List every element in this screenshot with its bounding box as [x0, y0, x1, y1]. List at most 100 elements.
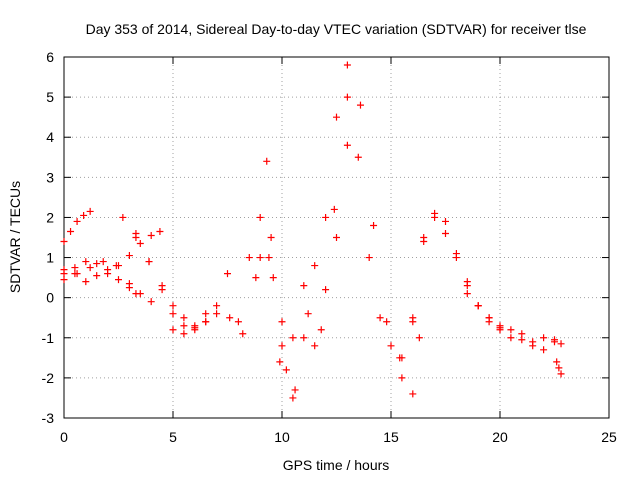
axis-ticks	[63, 56, 610, 419]
data-point	[356, 101, 364, 109]
data-point	[300, 282, 308, 290]
data-point	[278, 318, 286, 326]
data-point	[496, 324, 504, 332]
data-point	[376, 314, 384, 322]
data-point	[452, 254, 460, 262]
data-point	[343, 61, 351, 69]
y-tick-label: 0	[46, 290, 54, 306]
data-point	[245, 254, 253, 262]
data-point	[169, 302, 177, 310]
grid	[64, 57, 609, 418]
data-point	[540, 334, 548, 342]
series-arc-1	[60, 207, 94, 246]
series-arc-9	[226, 101, 423, 398]
data-point	[420, 234, 428, 241]
series-arc-7	[169, 302, 221, 338]
y-tick-label: 4	[46, 129, 54, 145]
data-point	[276, 358, 284, 366]
data-point	[119, 213, 127, 221]
data-point	[289, 334, 297, 342]
data-point	[398, 374, 406, 382]
y-tick-labels: -3 -2 -1 0 1 2 3 4 5 6	[42, 49, 55, 426]
data-point	[317, 326, 325, 334]
data-point	[191, 324, 199, 332]
data-point	[125, 280, 133, 288]
data-point	[115, 276, 122, 284]
data-point	[82, 258, 90, 266]
series-arc-6	[132, 234, 221, 330]
data-point	[263, 157, 271, 165]
data-point	[73, 270, 81, 278]
data-point	[278, 342, 286, 350]
data-point	[551, 338, 558, 346]
data-point	[86, 264, 94, 272]
x-tick-label: 0	[60, 429, 68, 445]
y-tick-label: 6	[46, 49, 54, 65]
y-tick-label: -3	[42, 410, 55, 426]
x-tick-label: 15	[383, 429, 399, 445]
data-point	[474, 302, 482, 310]
y-tick-label: -1	[42, 330, 55, 346]
data-point	[557, 370, 565, 378]
data-point	[169, 310, 177, 318]
data-point	[291, 386, 299, 394]
series-arc-8	[224, 93, 417, 382]
data-point	[343, 93, 351, 101]
data-point	[60, 276, 68, 284]
data-point	[132, 290, 140, 298]
data-point	[180, 322, 188, 330]
data-point	[239, 330, 247, 338]
data-point	[269, 274, 277, 282]
data-point	[289, 394, 297, 402]
series-arc-3	[60, 258, 155, 306]
series-arc-10	[256, 61, 351, 402]
data-point	[234, 318, 242, 326]
series-arc-14	[553, 358, 565, 378]
y-tick-label: 3	[46, 169, 54, 185]
data-point	[333, 113, 340, 121]
x-tick-label: 20	[492, 429, 508, 445]
y-tick-label: 2	[46, 209, 54, 225]
data-point	[330, 205, 338, 213]
data-series	[60, 61, 565, 402]
data-point	[553, 358, 561, 366]
data-point	[202, 318, 210, 326]
data-point	[256, 213, 264, 221]
series-arc-4	[60, 258, 140, 298]
data-point	[409, 390, 417, 398]
data-point	[409, 318, 417, 326]
data-point	[354, 153, 362, 161]
data-point	[158, 282, 166, 290]
y-tick-label: 5	[46, 89, 54, 105]
data-point	[300, 334, 308, 342]
data-point	[125, 252, 133, 260]
data-point	[529, 342, 537, 350]
data-point	[343, 141, 351, 149]
data-point	[267, 234, 275, 241]
x-tick-label: 10	[274, 429, 290, 445]
data-point	[73, 217, 81, 225]
y-tick-label: -2	[42, 370, 55, 386]
data-point	[226, 314, 234, 322]
x-tick-label: 25	[601, 429, 617, 445]
data-point	[507, 334, 515, 342]
data-point	[265, 254, 273, 262]
data-point	[463, 278, 471, 286]
data-point	[60, 238, 68, 246]
data-point	[485, 314, 493, 322]
data-point	[431, 213, 439, 221]
data-point	[442, 217, 449, 225]
data-point	[202, 310, 210, 318]
data-point	[365, 254, 373, 262]
data-point	[282, 366, 290, 374]
data-point	[333, 234, 340, 241]
data-point	[507, 326, 515, 334]
data-point	[213, 310, 221, 318]
data-point	[442, 229, 449, 237]
x-axis-label: GPS time / hours	[283, 457, 390, 473]
data-point	[99, 258, 107, 266]
data-point	[224, 270, 231, 278]
data-point	[213, 302, 221, 310]
